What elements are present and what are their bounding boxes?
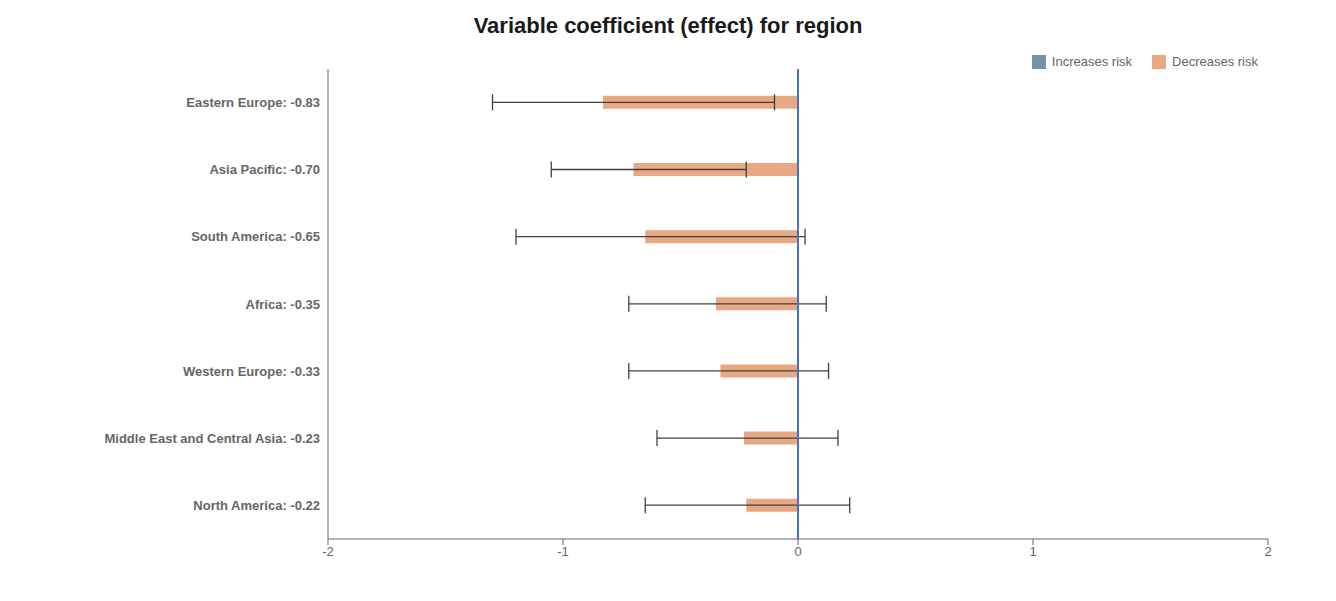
svg-text:Eastern Europe: -0.83: Eastern Europe: -0.83 [186,95,320,110]
html-text:Increases risk: Increases risk [1051,54,1132,69]
svg-text:South America: -0.65: South America: -0.65 [191,229,320,244]
svg-text:-2: -2 [322,544,334,559]
html-text:Variable coefficient (effect): Variable coefficient (effect) for region [473,13,863,38]
svg-text:-1: -1 [557,544,569,559]
html-text:Decreases risk: Decreases risk [1172,54,1258,69]
svg-text:1: 1 [1029,544,1036,559]
svg-text:North America: -0.22: North America: -0.22 [193,498,320,513]
svg-text:Africa: -0.35: Africa: -0.35 [246,297,320,312]
svg-text:Asia Pacific: -0.70: Asia Pacific: -0.70 [209,162,320,177]
svg-text:0: 0 [794,544,801,559]
svg-text:Middle East and Central Asia:: Middle East and Central Asia: -0.23 [104,431,320,446]
svg-text:2: 2 [1264,544,1271,559]
svg-text:Western Europe: -0.33: Western Europe: -0.33 [183,364,320,379]
